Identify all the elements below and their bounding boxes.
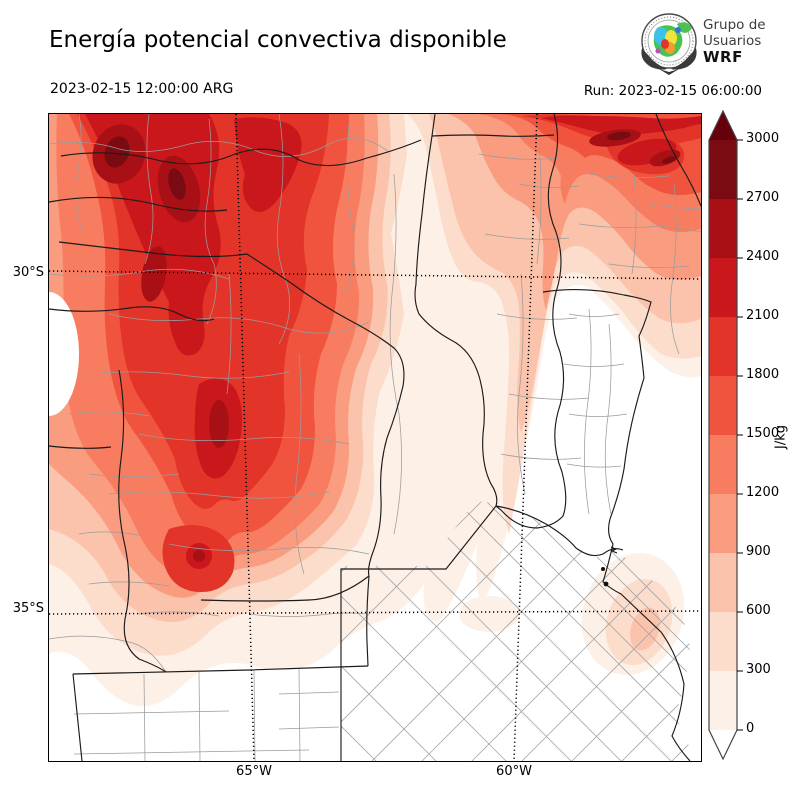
wrf-logo-emblem-icon (641, 13, 697, 75)
colorbar-over-arrow (709, 111, 737, 140)
graticule (48, 113, 702, 762)
map-svg (19, 113, 702, 762)
colorbar-ticks (737, 139, 743, 731)
department-boundaries (48, 113, 702, 762)
colorbar-tick-label: 1500 (746, 426, 780, 441)
colorbar-tick-label: 2100 (746, 308, 780, 323)
page-title: Energía potencial convectiva disponible (49, 27, 507, 53)
city-markers (601, 546, 618, 587)
colorbar (708, 109, 743, 761)
xlabel-65w: 65°W (236, 764, 272, 779)
valid-time-label: 2023-02-15 12:00:00 ARG (50, 81, 234, 97)
colorbar-segment (709, 199, 737, 258)
colorbar-segment (709, 376, 737, 435)
xlabel-60w: 60°W (496, 764, 532, 779)
province-boundaries (48, 113, 702, 762)
colorbar-unit-label: J/kg (773, 425, 789, 449)
weather-map (19, 113, 702, 762)
colorbar-segment (709, 553, 737, 612)
colorbar-tick-label: 3000 (746, 131, 780, 146)
colorbar-tick-label: 1200 (746, 485, 780, 500)
colorbar-segment (709, 494, 737, 553)
colorbar-segment (709, 317, 737, 376)
colorbar-tick-label: 1800 (746, 367, 780, 382)
colorbar-segment (709, 140, 737, 199)
logo-text-wrf: WRF (703, 48, 743, 66)
ylabel-35s: 35°S (12, 601, 44, 616)
colorbar-segment (709, 671, 737, 730)
gridline-35s (48, 610, 702, 615)
colorbar-tick-label: 900 (746, 544, 771, 559)
gridline-30s (48, 270, 702, 280)
colorbar-tick-label: 2700 (746, 190, 780, 205)
logo-text-line1: Grupo de (703, 17, 766, 33)
colorbar-tick-label: 2400 (746, 249, 780, 264)
colorbar-tick-label: 600 (746, 603, 771, 618)
colorbar-tick-label: 0 (746, 721, 755, 736)
logo-text-line2: Usuarios (703, 33, 762, 49)
cape-level-2700-3000 (104, 131, 676, 200)
colorbar-segment (709, 435, 737, 494)
colorbar-segment (709, 258, 737, 317)
colorbar-segment (709, 612, 737, 671)
ylabel-30s: 30°S (12, 265, 44, 280)
wrf-users-logo: Grupo de Usuarios WRF (637, 8, 797, 78)
run-time-label: Run: 2023-02-15 06:00:00 (583, 83, 762, 99)
colorbar-under-arrow (709, 730, 737, 759)
colorbar-tick-label: 300 (746, 662, 771, 677)
